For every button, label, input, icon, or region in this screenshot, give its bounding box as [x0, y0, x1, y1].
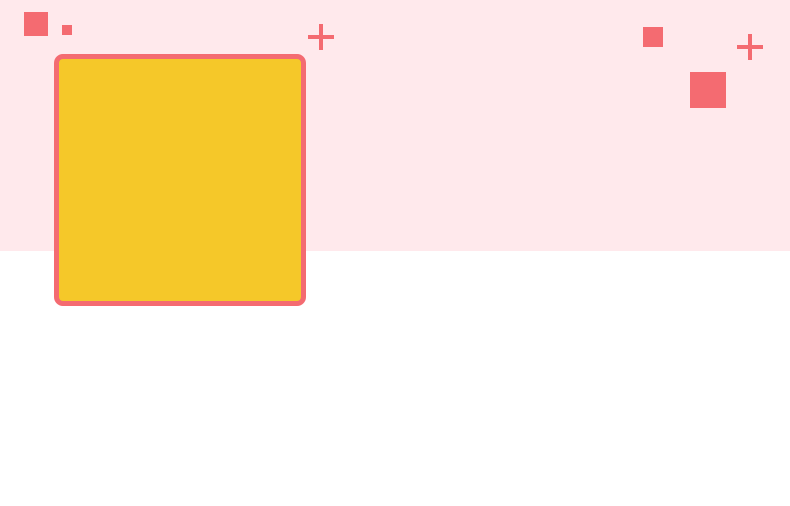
yellow-card[interactable] — [54, 54, 306, 306]
plus-vertical-bar — [748, 34, 752, 60]
decor-square-icon — [643, 27, 663, 47]
decor-square-icon — [24, 12, 48, 36]
decor-plus-icon — [737, 34, 763, 60]
decor-square-icon — [690, 72, 726, 108]
decor-plus-icon — [308, 24, 334, 50]
decor-square-icon — [62, 25, 72, 35]
plus-vertical-bar — [319, 24, 323, 50]
